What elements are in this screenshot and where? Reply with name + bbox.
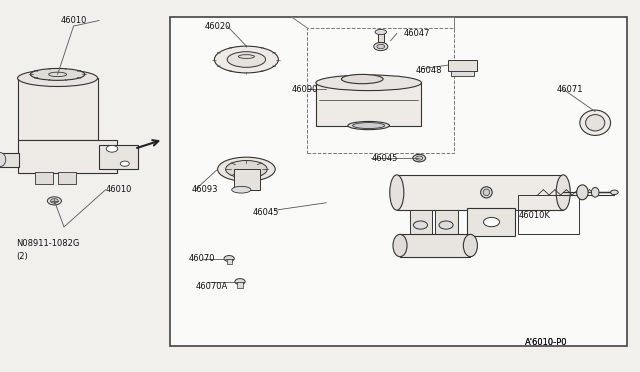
Ellipse shape <box>439 221 453 229</box>
Ellipse shape <box>390 175 404 210</box>
Bar <box>448 60 477 71</box>
Ellipse shape <box>226 161 268 178</box>
Bar <box>435 210 458 236</box>
Text: N08911-1082G: N08911-1082G <box>16 239 79 248</box>
Bar <box>316 83 422 126</box>
Ellipse shape <box>413 154 426 162</box>
Ellipse shape <box>413 221 428 229</box>
Bar <box>99 145 138 169</box>
Text: 46045: 46045 <box>253 208 279 217</box>
Bar <box>35 172 53 184</box>
Ellipse shape <box>353 123 385 129</box>
Ellipse shape <box>17 70 97 86</box>
Ellipse shape <box>348 121 389 130</box>
Bar <box>227 259 232 264</box>
Text: A'6010-P0: A'6010-P0 <box>525 338 567 347</box>
Ellipse shape <box>586 115 605 131</box>
Text: 46010K: 46010K <box>518 211 550 220</box>
Bar <box>378 32 384 42</box>
Bar <box>410 210 432 236</box>
Ellipse shape <box>377 44 385 49</box>
Text: 46045: 46045 <box>371 154 397 163</box>
Ellipse shape <box>483 189 490 196</box>
Ellipse shape <box>577 185 588 200</box>
Ellipse shape <box>235 279 245 285</box>
Ellipse shape <box>416 156 423 160</box>
Ellipse shape <box>611 190 618 195</box>
Text: 46090: 46090 <box>291 85 317 94</box>
Ellipse shape <box>51 199 58 203</box>
Ellipse shape <box>556 175 570 210</box>
Bar <box>18 78 98 140</box>
Ellipse shape <box>591 187 599 197</box>
Bar <box>58 172 76 184</box>
Ellipse shape <box>218 157 275 182</box>
Ellipse shape <box>463 234 477 257</box>
Ellipse shape <box>375 29 387 35</box>
Bar <box>467 208 515 236</box>
Ellipse shape <box>316 75 422 91</box>
Ellipse shape <box>106 145 118 152</box>
Text: 46093: 46093 <box>192 185 218 194</box>
Text: 46070A: 46070A <box>195 282 227 291</box>
Ellipse shape <box>30 68 85 80</box>
Bar <box>0 153 19 167</box>
Text: 46010: 46010 <box>106 185 132 194</box>
Bar <box>170 17 627 346</box>
Text: 46047: 46047 <box>403 29 429 38</box>
Bar <box>451 71 474 76</box>
Ellipse shape <box>374 42 388 51</box>
Ellipse shape <box>580 110 611 135</box>
Text: 46048: 46048 <box>416 66 442 75</box>
Ellipse shape <box>232 186 251 193</box>
Ellipse shape <box>214 46 278 73</box>
Text: 46070: 46070 <box>189 254 215 263</box>
Ellipse shape <box>227 52 266 67</box>
Text: (2): (2) <box>16 252 28 261</box>
Ellipse shape <box>120 161 129 166</box>
Bar <box>400 234 470 257</box>
Bar <box>234 169 260 190</box>
Bar <box>18 140 117 173</box>
Ellipse shape <box>0 153 6 167</box>
Ellipse shape <box>484 217 499 227</box>
Bar <box>518 195 579 234</box>
Text: A'6010-P0: A'6010-P0 <box>525 338 567 347</box>
Ellipse shape <box>481 187 492 198</box>
Bar <box>237 282 243 288</box>
Ellipse shape <box>47 197 61 205</box>
Ellipse shape <box>393 234 407 257</box>
Text: 46071: 46071 <box>557 85 583 94</box>
Ellipse shape <box>224 256 234 262</box>
Bar <box>307 28 454 153</box>
Ellipse shape <box>342 74 383 84</box>
Text: 46010: 46010 <box>60 16 87 25</box>
Bar <box>397 175 563 210</box>
Text: 46020: 46020 <box>205 22 231 31</box>
